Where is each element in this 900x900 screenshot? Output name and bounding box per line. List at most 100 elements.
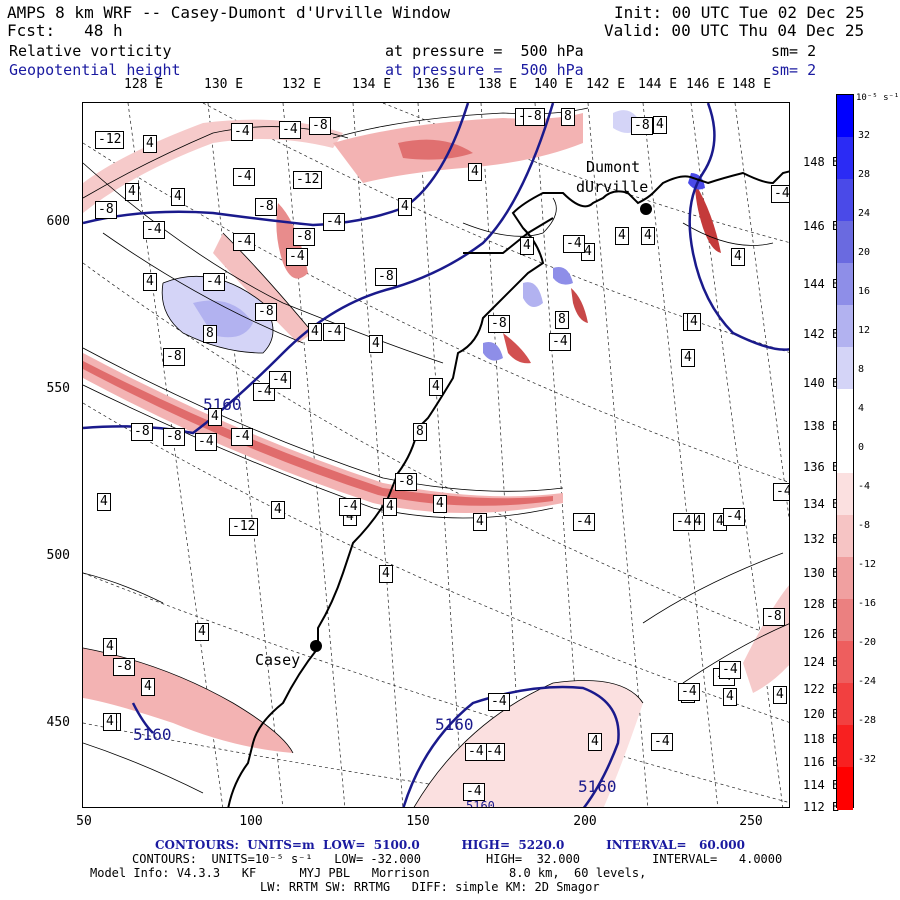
vorticity-contour-label: -8: [255, 303, 277, 321]
geopotential-contours: [83, 103, 789, 807]
right-lon-label: 148 E: [803, 155, 840, 169]
vorticity-contour-label: -8: [163, 348, 185, 366]
vorticity-contour-label: 4: [143, 135, 157, 153]
x-tick-label: 250: [739, 814, 763, 829]
vorticity-contour-label: -4: [203, 273, 225, 291]
vorticity-contour-label: 4: [97, 493, 111, 511]
vorticity-contour-label: 4: [195, 623, 209, 641]
vorticity-contour-label: 4: [398, 198, 412, 216]
negative-vorticity-band: [743, 585, 789, 693]
init-time: Init: 00 UTC Tue 02 Dec 25: [614, 3, 865, 22]
top-lon-label: 142 E: [586, 77, 626, 92]
vorticity-contour-label: -4: [483, 743, 505, 761]
footer-physics-info: LW: RRTM SW: RRTMG DIFF: simple KM: 2D S…: [260, 880, 600, 894]
colorbar-tick-label: 16: [858, 286, 871, 297]
right-lon-label: 118 E: [803, 732, 840, 746]
vorticity-contour-label: 4: [141, 678, 155, 696]
vorticity-contour-label: 4: [723, 688, 737, 706]
vorticity-contour-label: -8: [95, 201, 117, 219]
positive-vorticity-shading: [162, 110, 705, 361]
x-tick-label: 100: [239, 814, 263, 829]
right-lon-label: 126 E: [803, 627, 840, 641]
vorticity-contour-label: 4: [383, 498, 397, 516]
negative-vorticity-band: [414, 680, 643, 807]
right-lon-label: 114 E: [803, 778, 840, 792]
top-lon-label: 138 E: [478, 77, 518, 92]
colorbar-tick-label: -12: [858, 559, 877, 570]
colorbar-tick-label: 20: [858, 247, 871, 258]
top-lon-label: 130 E: [204, 77, 244, 92]
vorticity-contour-label: -4: [323, 323, 345, 341]
right-lon-label: 128 E: [803, 597, 840, 611]
dumont-label-line1: Dumont: [586, 158, 641, 176]
field1-name: Relative vorticity: [9, 42, 172, 60]
vorticity-contour-label: 4: [468, 163, 482, 181]
height-contour-5160-southwest: [131, 702, 154, 734]
vorticity-contour-label: -12: [95, 131, 125, 149]
vorticity-contour-label: -12: [229, 518, 259, 536]
negative-vorticity-core: [571, 288, 588, 323]
colorbar-segment: [837, 515, 853, 558]
vorticity-contour-label: -8: [293, 228, 315, 246]
field1-smoothing: sm= 2: [771, 42, 817, 60]
positive-vorticity-core: [483, 342, 503, 361]
vorticity-contour-label: -4: [233, 168, 255, 186]
colorbar-segment: [837, 725, 853, 768]
right-lon-label: 136 E: [803, 460, 840, 474]
colorbar-segment: [837, 137, 853, 180]
height-contour-5160-trough: [83, 103, 555, 435]
vorticity-contour-label: 4: [125, 183, 139, 201]
vorticity-contour-label: -4: [195, 433, 217, 451]
height-contour-label: 5160: [578, 777, 617, 796]
vorticity-contour-label: -8: [523, 108, 545, 126]
vorticity-contour-label: 4: [103, 638, 117, 656]
colorbar-tick-label: 28: [858, 169, 871, 180]
vorticity-contour-label: -4: [563, 235, 585, 253]
colorbar-tick-label: -32: [858, 754, 877, 765]
map-canvas: [83, 103, 789, 807]
vorticity-contour-label: 4: [687, 313, 701, 331]
vorticity-contour-label: 4: [103, 713, 117, 731]
footer-height-contours: CONTOURS: UNITS=m LOW= 5100.0 HIGH= 5220…: [155, 838, 745, 852]
vorticity-contour-label: -8: [375, 268, 397, 286]
top-lon-label: 146 E: [686, 77, 726, 92]
vorticity-contour-label: 4: [208, 408, 222, 426]
map-plot-area: Casey Dumont dUrville 5160 5160 5160 516…: [82, 102, 790, 808]
forecast-hour: Fcst: 48 h: [7, 21, 123, 40]
vorticity-contour-label: 8: [413, 423, 427, 441]
colorbar-tick-label: 24: [858, 208, 871, 219]
height-contour-label: 5160: [133, 725, 172, 744]
top-lon-label: 140 E: [534, 77, 574, 92]
footer-vorticity-contours: CONTOURS: UNITS=10⁻⁵ s⁻¹ LOW= -32.000 HI…: [132, 852, 783, 866]
right-lon-label: 138 E: [803, 419, 840, 433]
colorbar-segment: [837, 305, 853, 348]
vorticity-contour-label: -4: [719, 661, 741, 679]
right-lon-label: 130 E: [803, 566, 840, 580]
top-lon-label: 128 E: [124, 77, 164, 92]
valid-time: Valid: 00 UTC Thu 04 Dec 25: [604, 21, 865, 40]
vorticity-contour-label: -8: [488, 315, 510, 333]
vorticity-contour-label: -4: [549, 333, 571, 351]
height-contour-label: 5160: [466, 799, 495, 808]
top-lon-label: 144 E: [638, 77, 678, 92]
field2-level: at pressure = 500 hPa: [385, 61, 584, 79]
vorticity-contour-label: -4: [678, 683, 700, 701]
vorticity-contour-label: -4: [339, 498, 361, 516]
y-tick-label: 500: [46, 548, 70, 563]
top-lon-label: 136 E: [416, 77, 456, 92]
vorticity-contour-label: 4: [773, 686, 787, 704]
negative-vorticity-band: [213, 233, 313, 343]
height-contour-5160-north: [83, 103, 470, 227]
right-lon-label: 112 E: [803, 800, 840, 814]
vorticity-contour-label: -8: [395, 473, 417, 491]
vorticity-contour-label: -4: [771, 185, 789, 203]
height-contour-5160-south: [402, 685, 620, 807]
vorticity-contour-label: -4: [286, 248, 308, 266]
x-tick-label: 200: [573, 814, 597, 829]
casey-station-marker: [310, 640, 322, 652]
vorticity-contour-label: 4: [171, 188, 185, 206]
dumont-label-line2: dUrville: [576, 178, 649, 196]
right-lon-label: 140 E: [803, 376, 840, 390]
right-lon-label: 122 E: [803, 682, 840, 696]
vorticity-contour-label: 4: [681, 349, 695, 367]
